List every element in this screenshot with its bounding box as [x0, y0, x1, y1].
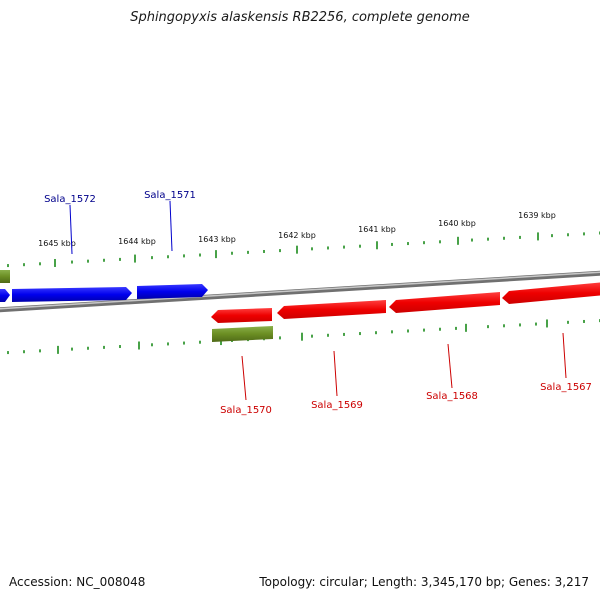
gene-label-sala-1571[interactable]: Sala_1571 [144, 190, 196, 201]
scale-label: 1639 kbp [518, 211, 556, 220]
scale-ticks-inner [7, 319, 600, 355]
leader-line-sala-1568 [447, 343, 453, 389]
rna-feature-left-edge[interactable] [0, 270, 10, 283]
gene-arrow-sala-1571[interactable] [137, 284, 208, 299]
scale-label: 1640 kbp [438, 219, 476, 228]
scale-label: 1644 kbp [118, 237, 156, 246]
genome-backbone [0, 270, 600, 313]
scale-label: 1645 kbp [38, 239, 76, 248]
gene-arrow-sala-1567[interactable] [502, 282, 600, 304]
leader-line-sala-1572 [69, 204, 73, 255]
topology-summary: Topology: circular; Length: 3,345,170 bp… [259, 575, 589, 589]
rna-feature[interactable] [212, 326, 273, 342]
gene-label-sala-1568[interactable]: Sala_1568 [426, 391, 478, 402]
genome-title: Sphingopyxis alaskensis RB2256, complete… [130, 10, 470, 25]
gene-label-sala-1569[interactable]: Sala_1569 [311, 400, 363, 411]
genome-backbone-highlight [0, 271, 600, 310]
gene-arrow-sala-1572[interactable] [12, 287, 132, 302]
leader-line-sala-1569 [333, 350, 338, 397]
gene-arrow-left-edge[interactable] [0, 289, 10, 302]
scale-label: 1642 kbp [278, 231, 316, 240]
gene-arrow-sala-1568[interactable] [389, 292, 500, 313]
gene-label-sala-1572[interactable]: Sala_1572 [44, 194, 96, 205]
scale-labels: 1645 kbp 1644 kbp 1643 kbp 1642 kbp 1641 kbp… [38, 211, 556, 248]
scale-label: 1641 kbp [358, 225, 396, 234]
leader-line-sala-1570 [241, 355, 247, 401]
scale-ticks-outer [7, 231, 600, 268]
gene-label-sala-1570[interactable]: Sala_1570 [220, 405, 272, 416]
leader-line-sala-1571 [169, 200, 173, 252]
scale-label: 1643 kbp [198, 235, 236, 244]
leader-line-sala-1567 [562, 332, 567, 379]
gene-arrow-sala-1569[interactable] [277, 300, 386, 319]
gene-label-sala-1567[interactable]: Sala_1567 [540, 382, 592, 393]
gene-arrow-sala-1570[interactable] [211, 308, 272, 323]
accession-text: Accession: NC_008048 [9, 575, 146, 589]
